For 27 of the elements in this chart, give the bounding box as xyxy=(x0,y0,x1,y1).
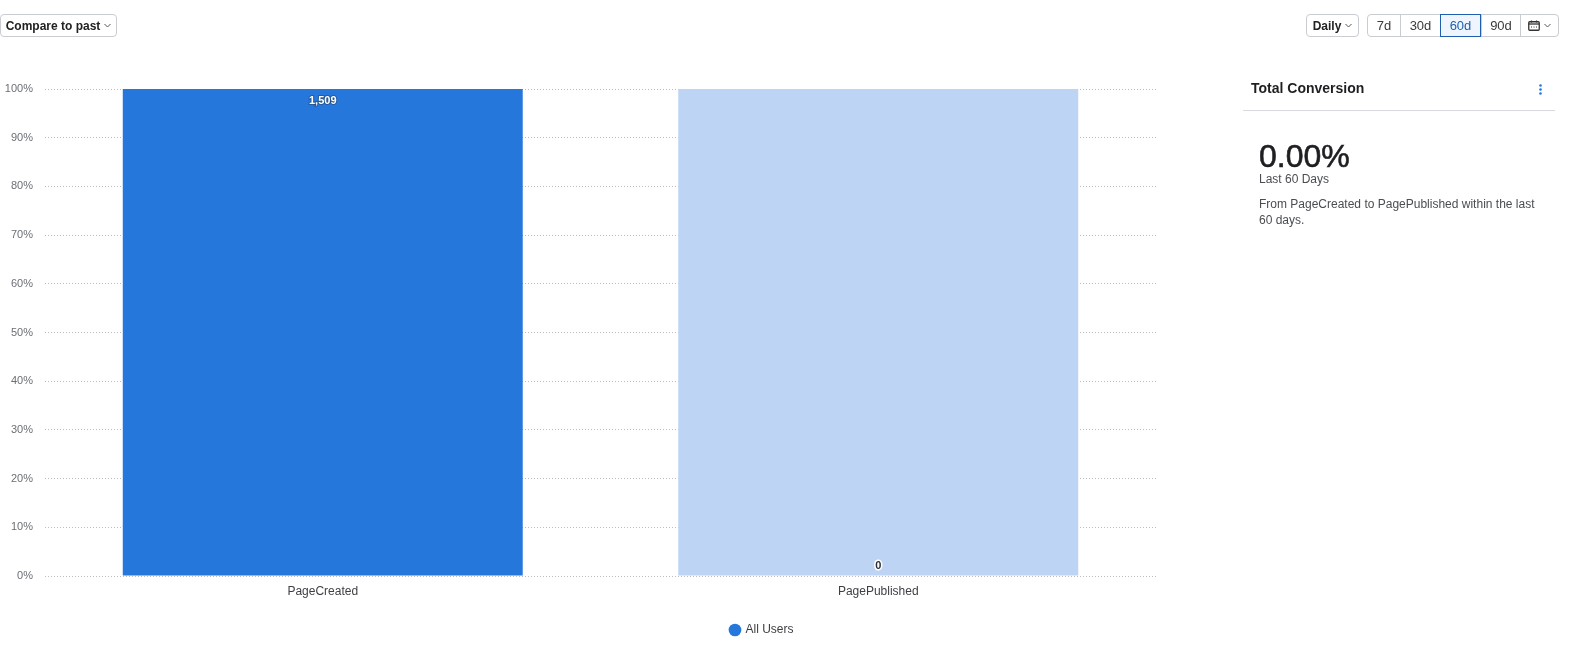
text: Last 60 Days xyxy=(1259,172,1330,186)
toggle-button[interactable]: 30d xyxy=(1400,14,1441,37)
annotation: 1,509 xyxy=(308,94,337,107)
y-tick-label: 80% xyxy=(10,179,34,192)
y-tick-label: 20% xyxy=(10,471,34,484)
dropdown-button[interactable]: Daily xyxy=(1306,14,1359,37)
dropdown-button[interactable]: Compare to past xyxy=(0,14,117,37)
text: Total Conversion xyxy=(1251,80,1365,96)
legend-label: All Users xyxy=(745,622,794,637)
toggle-button[interactable]: 90d xyxy=(1481,14,1521,37)
date-picker-button[interactable] xyxy=(1520,14,1559,37)
toggle-button[interactable]: 60d xyxy=(1440,14,1481,37)
y-tick-label: 100% xyxy=(4,82,34,95)
y-tick-label: 30% xyxy=(10,422,34,435)
y-tick-label: 50% xyxy=(10,325,34,338)
x-tick-label: PagePublished xyxy=(837,583,919,598)
y-tick-label: 0% xyxy=(17,569,34,582)
toggle-button[interactable]: 7d xyxy=(1367,14,1401,37)
y-tick-label: 90% xyxy=(10,130,34,143)
y-tick-label: 40% xyxy=(10,374,34,387)
x-tick-label: PageCreated xyxy=(287,583,359,598)
text: From PageCreated to PagePublished within the last 60 days. xyxy=(1259,196,1536,228)
annotation: 0 xyxy=(875,559,882,572)
y-tick-label: 10% xyxy=(10,520,34,533)
y-tick-label: 60% xyxy=(10,276,34,289)
text: 0.00% xyxy=(1259,138,1350,174)
y-tick-label: 70% xyxy=(10,228,34,241)
